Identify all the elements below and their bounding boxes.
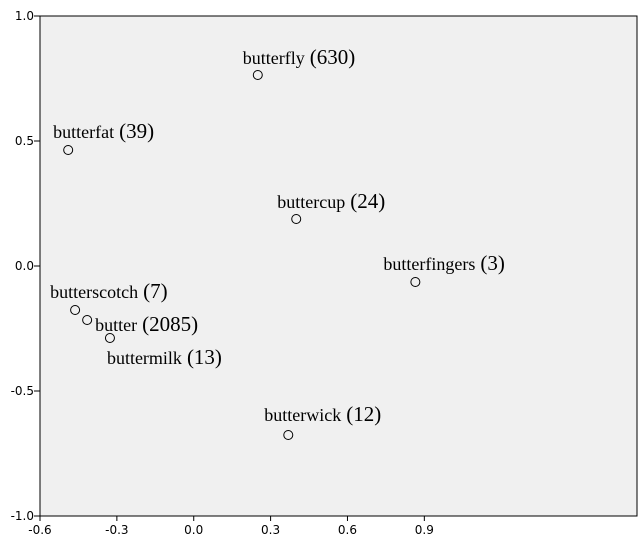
point-name: butterwick — [264, 405, 341, 425]
x-tick-label: 0.9 — [415, 523, 434, 537]
point-count: (7) — [143, 279, 168, 303]
point — [82, 315, 93, 325]
point — [70, 305, 81, 315]
point-label: butterwick (12) — [264, 402, 381, 426]
y-tick-label: 0.0 — [15, 259, 34, 273]
point — [63, 145, 74, 155]
point — [104, 333, 115, 343]
y-tick-label: 0.5 — [15, 134, 34, 148]
point-count: (630) — [310, 45, 356, 69]
y-tick-label: -1.0 — [11, 509, 34, 523]
point — [291, 214, 302, 224]
point-name: buttercup — [277, 192, 345, 212]
point-label: butterscotch (7) — [50, 279, 167, 303]
point-label: butter (2085) — [95, 312, 198, 336]
y-tick-label: 1.0 — [15, 9, 34, 23]
point-name: butterfly — [243, 48, 305, 68]
point-label: butterfat (39) — [53, 119, 154, 143]
point-count: (24) — [350, 189, 385, 213]
point-count: (39) — [119, 119, 154, 143]
point-name: butterscotch — [50, 282, 138, 302]
point-count: (13) — [187, 345, 222, 369]
point-count: (2085) — [142, 312, 198, 336]
point-label: buttercup (24) — [277, 189, 385, 213]
y-tick-label: -0.5 — [11, 384, 34, 398]
point-name: butterfat — [53, 122, 114, 142]
plot-area — [39, 15, 638, 517]
point-label: butterfingers (3) — [383, 251, 504, 275]
point-name: butter — [95, 315, 137, 335]
point-count: (3) — [480, 251, 505, 275]
point-label: buttermilk (13) — [107, 345, 222, 369]
point — [283, 430, 294, 440]
point-label: butterfly (630) — [243, 45, 355, 69]
x-tick-label: 0.3 — [261, 523, 280, 537]
x-tick-label: 0.6 — [338, 523, 357, 537]
point-name: buttermilk — [107, 348, 182, 368]
x-tick-label: -0.6 — [28, 523, 51, 537]
x-tick-label: 0.0 — [184, 523, 203, 537]
point — [410, 277, 421, 287]
x-tick-label: -0.3 — [105, 523, 128, 537]
point — [252, 70, 263, 80]
point-name: butterfingers — [383, 254, 475, 274]
point-count: (12) — [346, 402, 381, 426]
